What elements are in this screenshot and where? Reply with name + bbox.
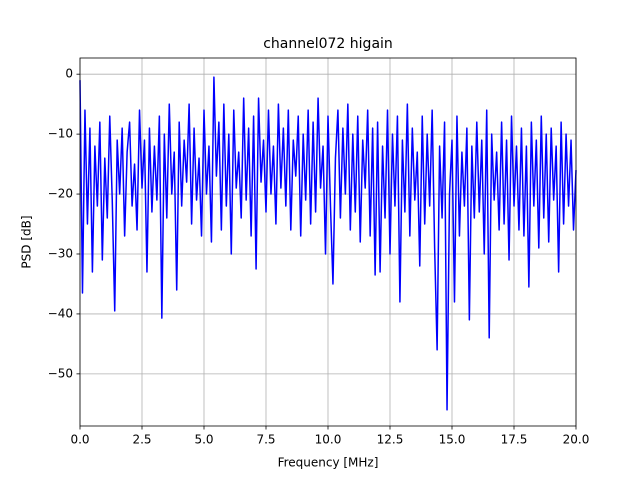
x-tick-label: 10.0: [315, 433, 342, 447]
data-line: [79, 76, 577, 411]
x-tick-label: 17.5: [501, 433, 528, 447]
y-tick-label: −10: [48, 127, 73, 141]
y-tick-label: −30: [48, 246, 73, 260]
x-tick-label: 2.5: [132, 433, 151, 447]
x-tick-label: 20.0: [563, 433, 590, 447]
x-tick-label: 7.5: [256, 433, 275, 447]
plot-area: [79, 76, 577, 411]
y-tick-label: −20: [48, 187, 73, 201]
grid: [79, 58, 577, 426]
x-tick-label: 12.5: [377, 433, 404, 447]
y-tick-label: −40: [48, 306, 73, 320]
chart-title: channel072 higain: [263, 36, 393, 52]
x-tick-label: 5.0: [194, 433, 213, 447]
x-tick-label: 0.0: [70, 433, 89, 447]
y-tick-label: 0: [65, 67, 73, 81]
y-tick-label: −50: [48, 366, 73, 380]
y-axis-label: PSD [dB]: [20, 215, 34, 268]
x-axis-label: Frequency [MHz]: [278, 456, 379, 470]
x-tick-label: 15.0: [439, 433, 466, 447]
